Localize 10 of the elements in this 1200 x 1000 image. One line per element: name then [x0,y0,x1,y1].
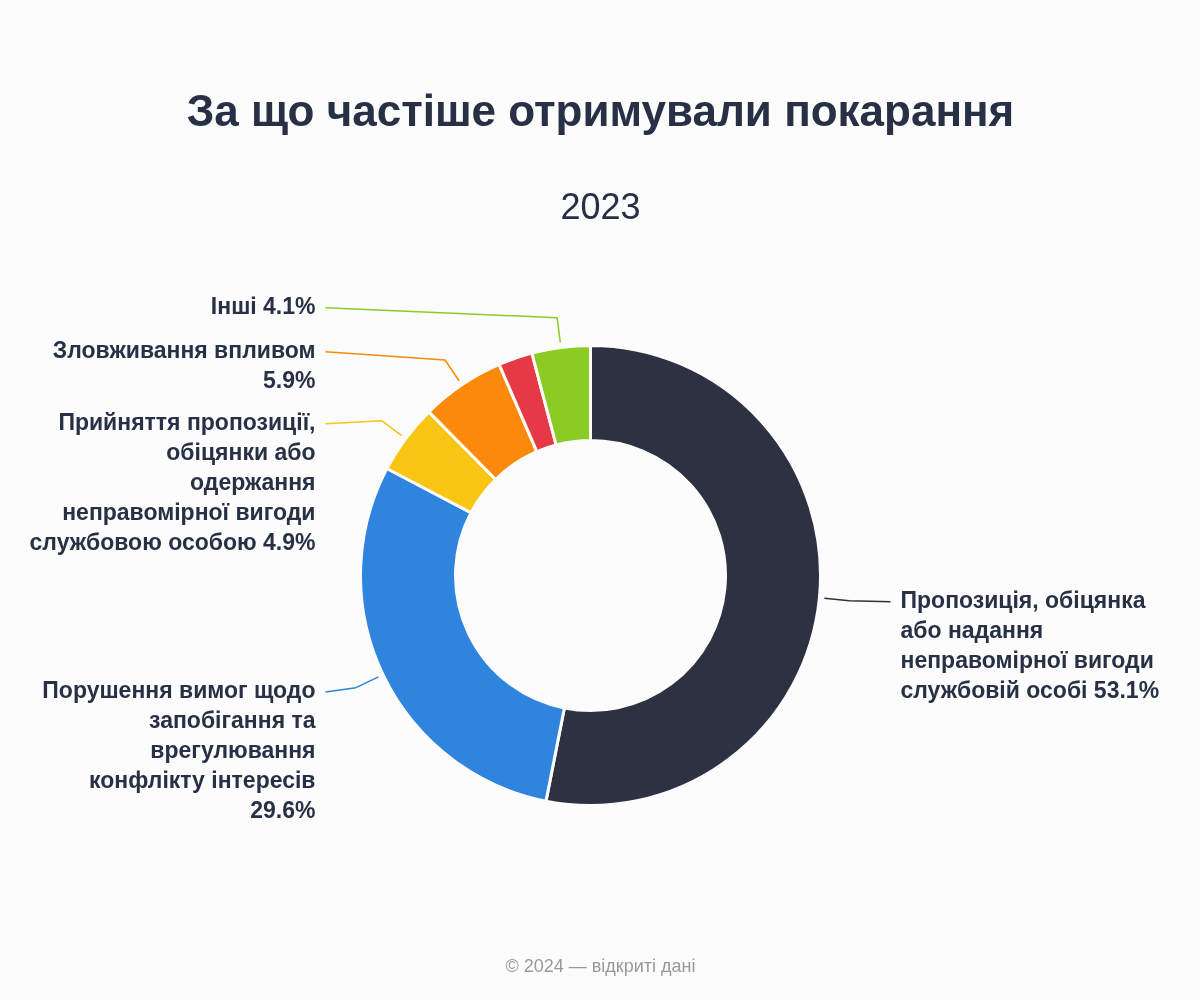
chart-title: За що частіше отримували покарання [186,86,1015,135]
slice-label: Інші 4.1% [210,292,316,319]
slice-label: Прийняття пропозиції, обіцянки або одержання неправомірної вигоди службовою особою 4.9% [29,408,316,555]
slice-label: Порушення вимог щодо запобігання та врегулювання конфлікту інтересів [42,676,316,793]
chart-subtitle: 2023 [560,185,641,227]
data-label: 5.9% [263,366,316,393]
text: © 2024 — відкриті дані [505,955,696,976]
slice-label: Пропозиція, обіцянка або надання неправомірної вигоди службовій особі 53.1% [900,586,1160,703]
data-label: 29.6% [250,796,316,823]
slice-label: Зловживання впливом [52,336,316,363]
